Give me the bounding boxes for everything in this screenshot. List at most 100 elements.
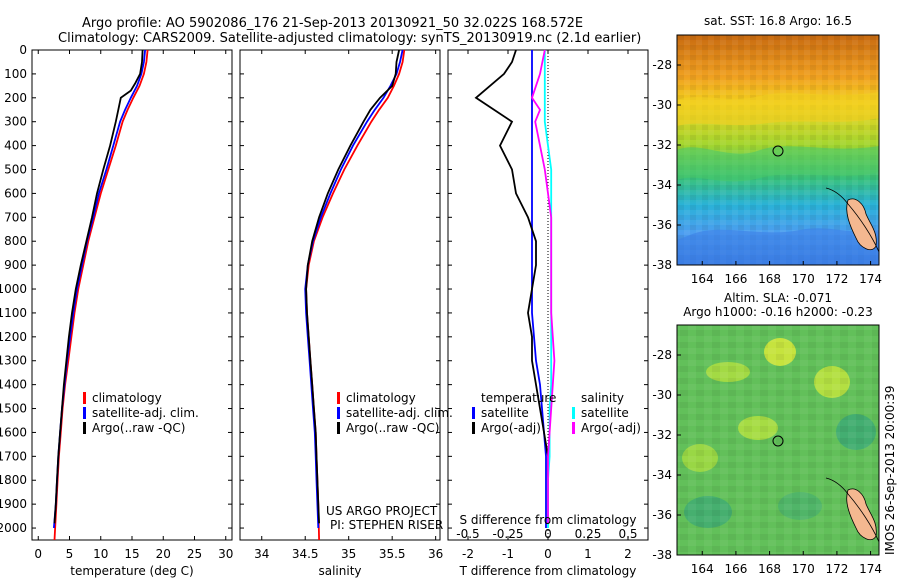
header-line1: Argo profile: AO 5902086_176 21-Sep-2013… <box>82 16 583 31</box>
legend-label-t-argo: Argo(-adj) <box>481 421 541 435</box>
map-y-tick-label: -36 <box>652 508 672 522</box>
map-y-tick-label: -34 <box>652 178 672 192</box>
salinity-series <box>304 49 406 541</box>
map-x-tick-label: 170 <box>792 562 815 576</box>
depth-tick-label: 400 <box>4 139 27 153</box>
x-tick-label: 5 <box>66 547 74 561</box>
map-x-tick-label: 164 <box>691 272 714 286</box>
sst-map: sat. SST: 16.8 Argo: 16.5 164 166 168 170 17… <box>652 14 882 286</box>
sla-map-subtitle: Argo h1000: -0.16 h2000: -0.23 <box>683 305 873 319</box>
series-line-satellite-adj-clim- <box>53 49 146 529</box>
series-line-satellite-adj-clim- <box>304 49 404 529</box>
legend-swatch-satellite-adj <box>83 407 86 419</box>
sst-map-ticks: 164 166 168 170 172 174 -28 -30 -32 -34 -36 -38 <box>652 58 882 286</box>
x-tick-label: 35.5 <box>379 547 406 561</box>
credit-line1: US ARGO PROJECT <box>326 504 438 518</box>
series-line-argo-raw-qc- <box>53 49 144 524</box>
depth-tick-label: 1900 <box>0 497 27 511</box>
x-tick-label: 36 <box>428 547 443 561</box>
sst-cold-patch <box>677 228 879 265</box>
map-y-tick-label: -36 <box>652 218 672 232</box>
salinity-panel: 34 34.5 35 35.5 36 salinity climatology sate… <box>239 49 453 578</box>
s-difference-tick-labels: -0.5 -0.25 0 0.25 0.5 <box>456 527 637 541</box>
x-tick-label: 2 <box>624 547 632 561</box>
difference-legend: temperature satellite Argo(-adj) salinit… <box>472 391 641 435</box>
legend-label-satellite-adj-2: satellite-adj. clim. <box>346 406 453 420</box>
map-y-tick-label: -38 <box>652 548 672 562</box>
depth-tick-label: 200 <box>4 91 27 105</box>
depth-tick-label: 1700 <box>0 449 27 463</box>
depth-tick-label: 1800 <box>0 473 27 487</box>
legend-label-argo: Argo(..raw -QC) <box>92 421 185 435</box>
temperature-axis-label: temperature (deg C) <box>70 564 193 578</box>
x-tick-label: 20 <box>156 547 171 561</box>
sla-map: Altim. SLA: -0.071 Argo h1000: -0.16 h20… <box>652 291 882 576</box>
map-x-tick-label: 170 <box>792 272 815 286</box>
depth-tick-label: 100 <box>4 67 27 81</box>
map-x-tick-label: 172 <box>825 272 848 286</box>
depth-tick-label: 600 <box>4 186 27 200</box>
temperature-plot-frame <box>31 49 233 541</box>
depth-axis-ticks: 0 100 200 300 400 500 600 700 800 900 1000 1100 1200… <box>0 43 232 535</box>
legend-swatch-climatology-2 <box>337 392 340 404</box>
sst-coastline <box>825 187 879 253</box>
x-tick-label: 25 <box>187 547 202 561</box>
map-x-tick-label: 168 <box>758 562 781 576</box>
x-tick-label: 34 <box>254 547 269 561</box>
legend-swatch-argo <box>83 422 86 434</box>
map-x-tick-label: 168 <box>758 272 781 286</box>
x-tick-label: 0 <box>34 547 42 561</box>
t-difference-axis-label: T difference from climatology <box>459 564 637 578</box>
map-y-tick-label: -30 <box>652 388 672 402</box>
map-x-tick-label: 172 <box>825 562 848 576</box>
sst-argo-marker <box>772 145 784 157</box>
legend-title-temperature: temperature <box>481 391 556 405</box>
legend-swatch-climatology <box>83 392 86 404</box>
sst-map-frame <box>676 34 880 266</box>
map-y-tick-label: -32 <box>652 428 672 442</box>
sla-map-title: Altim. SLA: -0.071 <box>724 291 832 305</box>
x-tick-label: 30 <box>218 547 233 561</box>
map-y-tick-label: -34 <box>652 468 672 482</box>
map-x-tick-label: 164 <box>691 562 714 576</box>
depth-tick-label: 300 <box>4 115 27 129</box>
s-diff-tick-label: -0.25 <box>492 527 523 541</box>
s-diff-tick-label: -0.5 <box>456 527 479 541</box>
salinity-axis-label: salinity <box>318 564 361 578</box>
legend-label-argo-2: Argo(..raw -QC) <box>346 421 439 435</box>
legend-swatch-t-argo <box>472 422 475 434</box>
legend-swatch-s-satellite <box>572 407 575 419</box>
legend-label-satellite-adj: satellite-adj. clim. <box>92 406 199 420</box>
legend-swatch-satellite-adj-2 <box>337 407 340 419</box>
map-x-tick-label: 174 <box>859 272 882 286</box>
legend-label-climatology: climatology <box>92 391 162 405</box>
depth-tick-label: 1300 <box>0 354 27 368</box>
t-difference-axis-ticks: -2 -1 0 1 2 <box>462 50 632 561</box>
legend-label-s-satellite: satellite <box>581 406 629 420</box>
x-tick-label: -1 <box>502 547 514 561</box>
depth-tick-label: 2000 <box>0 521 27 535</box>
temperature-series <box>53 49 149 541</box>
map-y-tick-label: -30 <box>652 98 672 112</box>
depth-tick-label: 1000 <box>0 282 27 296</box>
map-y-tick-label: -28 <box>652 58 672 72</box>
depth-tick-label: 800 <box>4 234 27 248</box>
salinity-plot-frame <box>239 49 441 541</box>
depth-tick-label: 1500 <box>0 402 27 416</box>
legend-swatch-argo-2 <box>337 422 340 434</box>
legend-swatch-t-satellite <box>472 407 475 419</box>
sla-map-ticks: 164 166 168 170 172 174 -28 -30 -32 -34 -36 -38 <box>652 348 882 576</box>
temperature-panel: 0100200300400500600700800900100011001200… <box>0 43 233 578</box>
x-tick-label: -2 <box>462 547 474 561</box>
sla-coastline <box>825 477 879 543</box>
depth-tick-label: 0 <box>19 43 27 57</box>
x-tick-label: 35 <box>341 547 356 561</box>
map-y-tick-label: -32 <box>652 138 672 152</box>
sla-map-frame <box>676 324 880 556</box>
depth-tick-label: 1100 <box>0 306 27 320</box>
series-line-climatology <box>305 49 406 541</box>
difference-depth-ticks <box>448 49 648 529</box>
s-difference-axis-label: S difference from climatology <box>460 513 637 527</box>
s-diff-tick-label: 0.5 <box>618 527 637 541</box>
